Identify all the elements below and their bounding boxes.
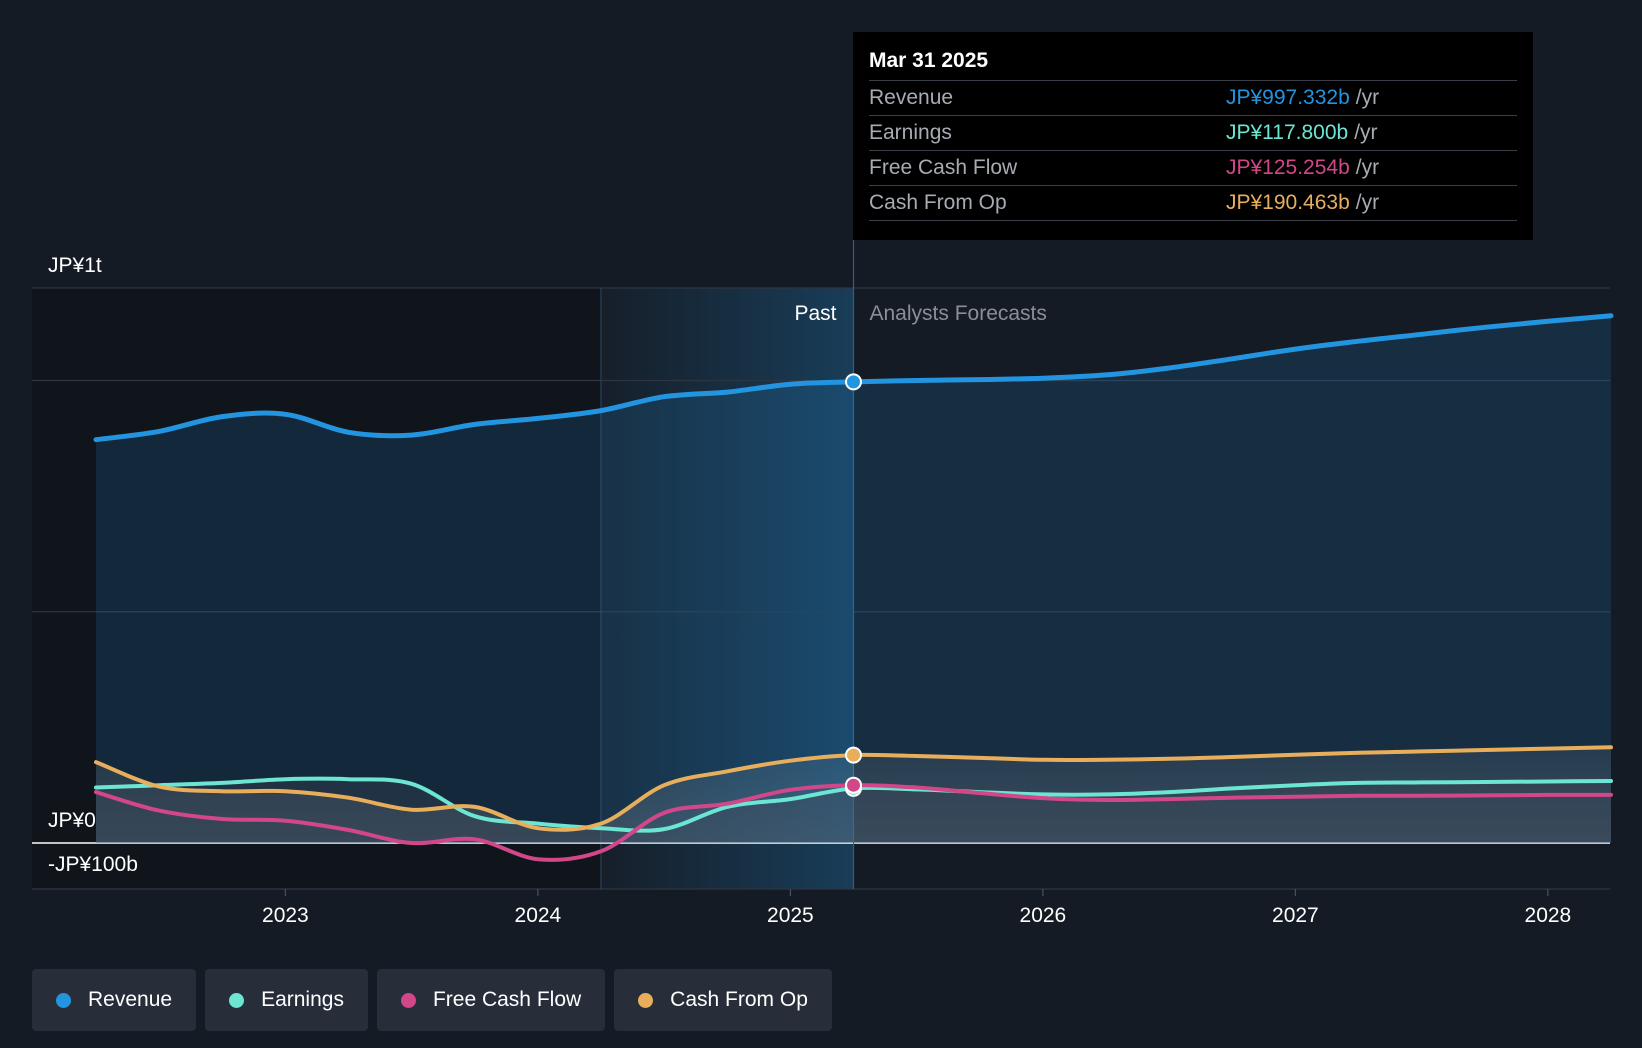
past-label: Past: [794, 302, 836, 325]
tooltip-unit: /yr: [1355, 191, 1380, 214]
tooltip-row-free-cash-flow: Free Cash Flow JP¥125.254b /yr: [869, 150, 1517, 185]
legend-item-cash-from-op[interactable]: Cash From Op: [614, 969, 832, 1031]
tooltip-date: Mar 31 2025: [869, 49, 989, 72]
revenue-dot-icon: [56, 992, 71, 1008]
y-tick-label: JP¥0: [48, 809, 96, 832]
earnings-line: [94, 776, 1613, 833]
legend-label: Earnings: [261, 988, 344, 1011]
cash-from-op-marker: [845, 746, 862, 764]
legend-label: Free Cash Flow: [432, 988, 582, 1011]
tooltip-label: Revenue: [869, 86, 954, 109]
tooltip-value: JP¥190.463b: [1226, 191, 1350, 214]
legend: Revenue Earnings Free Cash Flow Cash Fro…: [32, 969, 832, 1031]
legend-label: Cash From Op: [670, 988, 808, 1011]
cash-from-op-line: [94, 745, 1613, 832]
legend-label: Revenue: [88, 988, 173, 1011]
axis-layer: JP¥1t JP¥0 -JP¥100b 2023 2024 2025 2026 2027 202…: [48, 254, 1571, 927]
tooltip-value: JP¥125.254b: [1226, 156, 1350, 179]
marker-layer: [845, 373, 862, 797]
x-tick-label: 2026: [1020, 904, 1067, 927]
x-tick-label: 2024: [515, 904, 562, 927]
earnings-area: [96, 778, 1611, 843]
tooltip-row-cash-from-op: Cash From Op JP¥190.463b /yr: [869, 185, 1517, 221]
y-tick-label: -JP¥100b: [48, 853, 138, 876]
legend-item-revenue[interactable]: Revenue: [32, 969, 197, 1031]
tooltip-row-revenue: Revenue JP¥997.332b /yr: [869, 80, 1517, 115]
free-cash-flow-line: [94, 783, 1613, 862]
tooltip-unit: /yr: [1355, 86, 1380, 109]
x-tick-label: 2028: [1525, 904, 1572, 927]
x-tick-label: 2023: [262, 904, 309, 927]
free-cash-flow-dot-icon: [400, 992, 416, 1008]
x-tick-label: 2027: [1272, 904, 1319, 927]
tooltip-value: JP¥997.332b: [1226, 86, 1350, 109]
tooltip-label: Earnings: [869, 121, 952, 144]
free-cash-flow-marker: [845, 776, 862, 794]
forecast-label: Analysts Forecasts: [870, 302, 1047, 325]
y-tick-label: JP¥1t: [48, 254, 102, 277]
revenue-marker: [845, 373, 862, 391]
legend-item-free-cash-flow[interactable]: Free Cash Flow: [376, 969, 606, 1031]
tooltip-value: JP¥117.800b: [1226, 121, 1349, 144]
tooltip-label: Free Cash Flow: [869, 156, 1018, 179]
tooltip-unit: /yr: [1355, 156, 1380, 179]
revenue-area: [96, 315, 1611, 843]
legend-item-earnings[interactable]: Earnings: [205, 969, 368, 1031]
tooltip-label: Cash From Op: [869, 191, 1007, 214]
tooltip-unit: /yr: [1354, 121, 1378, 144]
tooltip: Mar 31 2025 Revenue JP¥997.332b /yr Earn…: [853, 32, 1533, 240]
x-tick-label: 2025: [767, 904, 814, 927]
earnings-dot-icon: [229, 992, 245, 1008]
cash-from-op-dot-icon: [638, 992, 654, 1008]
tooltip-row-earnings: Earnings JP¥117.800b /yr: [869, 115, 1517, 150]
